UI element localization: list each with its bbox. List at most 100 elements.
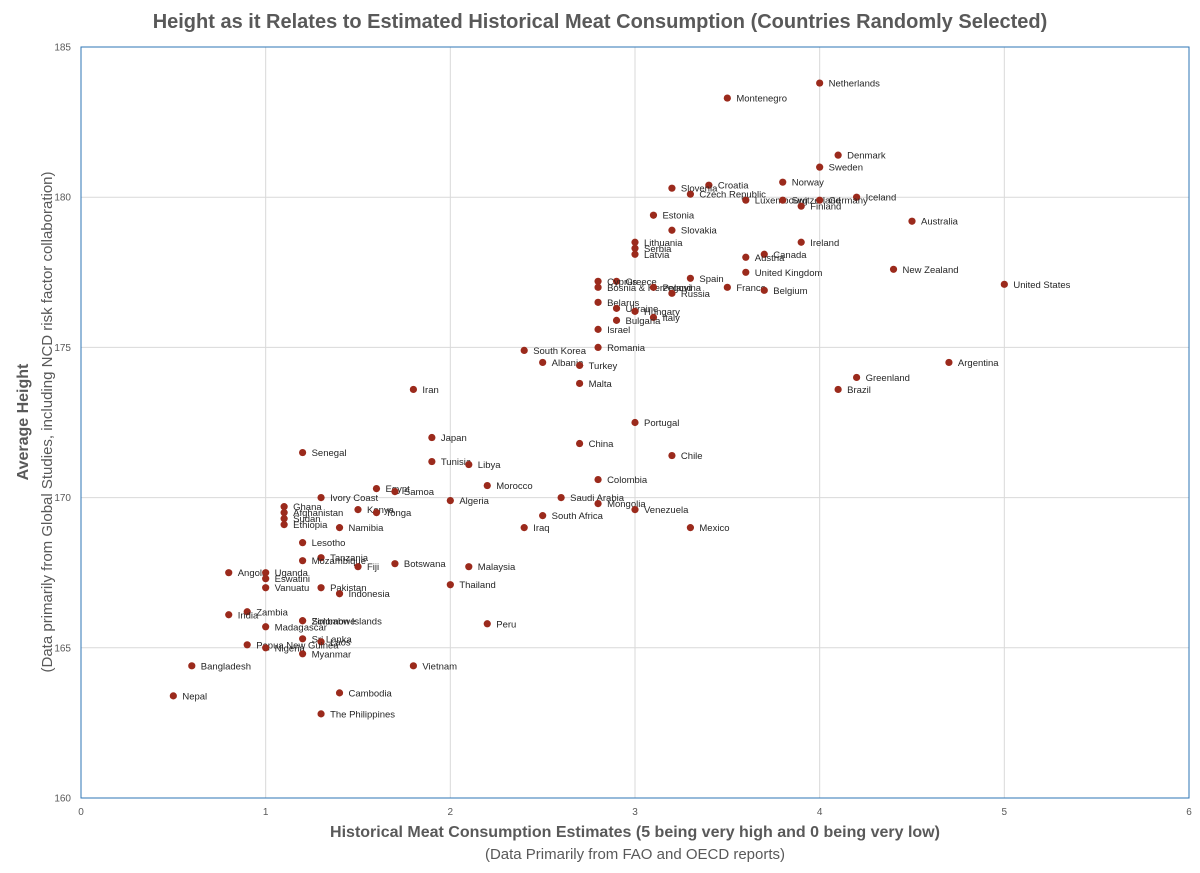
data-point	[760, 250, 768, 258]
y-axis-title: Average Height	[15, 363, 32, 480]
x-axis-subtitle: (Data Primarily from FAO and OECD report…	[485, 846, 785, 863]
data-point	[539, 358, 547, 367]
data-point	[262, 575, 270, 583]
data-point	[243, 641, 251, 649]
data-point	[520, 346, 528, 355]
data-point	[631, 506, 639, 514]
data-label: Madagascar	[275, 622, 327, 633]
data-label: Tunisia	[441, 457, 472, 468]
data-label: Sudan	[293, 514, 320, 525]
data-label: Bangladesh	[201, 661, 251, 672]
data-point	[834, 385, 842, 394]
data-point	[853, 373, 861, 382]
data-label: Greenland	[866, 373, 910, 384]
data-point	[446, 497, 454, 505]
data-label: Nepal	[182, 691, 207, 702]
data-label: Papua New Guinea	[256, 640, 339, 651]
data-point	[760, 286, 768, 294]
data-point	[446, 581, 454, 589]
x-axis-ticks: 0 1 2 3 4 5 6	[78, 807, 1192, 818]
data-label: Saudi Arabia	[570, 493, 625, 504]
data-point	[816, 196, 824, 204]
data-label: Germany	[829, 196, 868, 207]
data-label: Japan	[441, 433, 467, 444]
data-label: Nigeria	[275, 643, 306, 654]
x-tick-label: 3	[632, 807, 638, 818]
data-point	[594, 500, 602, 508]
data-label: Mongolia	[607, 499, 646, 510]
data-label: Pakistan	[330, 583, 366, 594]
data-point	[686, 274, 695, 282]
data-label: Tanzania	[330, 553, 369, 564]
data-point	[262, 569, 270, 577]
data-point	[742, 196, 750, 204]
data-point	[428, 457, 436, 466]
data-label: Afghanistan	[293, 508, 343, 519]
plot-area-border	[80, 46, 1190, 799]
data-label: Fiji	[367, 562, 379, 573]
data-label: Albania	[552, 358, 584, 369]
data-label: Belgium	[773, 286, 807, 297]
data-point	[280, 503, 288, 511]
data-point	[354, 563, 362, 571]
data-point	[169, 692, 177, 700]
data-point	[612, 316, 621, 324]
data-point	[317, 638, 325, 646]
data-point	[723, 283, 731, 291]
data-point	[816, 163, 824, 171]
data-label: Samoa	[404, 487, 435, 498]
data-label: Italy	[662, 313, 680, 324]
data-label: Ivory Coast	[330, 493, 378, 504]
data-label: Ghana	[293, 502, 322, 513]
data-point	[742, 253, 750, 261]
data-label: Myanmar	[312, 649, 352, 660]
data-label: Austria	[755, 253, 785, 264]
x-tick-label: 1	[263, 807, 269, 818]
data-point	[631, 244, 639, 252]
data-label: Czech Republic	[699, 190, 766, 201]
data-point	[317, 584, 325, 592]
data-label: South Africa	[552, 511, 604, 522]
data-point	[299, 650, 307, 658]
data-label: Slovenia	[681, 184, 718, 195]
data-point	[299, 539, 307, 547]
data-label: Laos	[330, 637, 351, 648]
data-point	[594, 283, 602, 291]
data-label: Argentina	[958, 358, 999, 369]
data-point	[409, 385, 417, 394]
data-point	[243, 608, 251, 616]
data-point	[557, 494, 565, 502]
data-label: Russia	[681, 289, 711, 300]
data-label: Cyprus	[607, 277, 637, 288]
data-point	[335, 590, 344, 598]
data-point	[594, 277, 602, 285]
data-label: United Kingdom	[755, 268, 823, 279]
x-tick-label: 0	[78, 807, 84, 818]
data-point	[742, 268, 750, 276]
data-point	[335, 689, 344, 697]
data-point	[409, 662, 417, 670]
x-tick-label: 6	[1186, 807, 1192, 818]
data-label: Cambodia	[349, 688, 393, 699]
data-label: Libya	[478, 460, 501, 471]
x-tick-label: 4	[817, 807, 823, 818]
data-label: Iceland	[866, 193, 897, 204]
data-label: Solomon Islands	[312, 616, 382, 627]
data-point	[594, 343, 602, 351]
data-label: Kenya	[367, 505, 395, 516]
data-label: Senegal	[312, 448, 347, 459]
data-point	[853, 193, 861, 201]
data-point	[668, 289, 676, 297]
data-label: Ukraine	[626, 304, 659, 315]
data-point	[299, 448, 307, 457]
data-point	[299, 635, 307, 643]
data-label: Australia	[921, 217, 959, 228]
chart-title: Height as it Relates to Estimated Histor…	[153, 11, 1048, 33]
data-point	[631, 238, 639, 246]
y-tick-label: 170	[54, 493, 71, 504]
data-point	[280, 509, 288, 517]
y-tick-label: 180	[54, 193, 71, 204]
data-label: Vanuatu	[275, 583, 310, 594]
data-point	[594, 325, 602, 333]
